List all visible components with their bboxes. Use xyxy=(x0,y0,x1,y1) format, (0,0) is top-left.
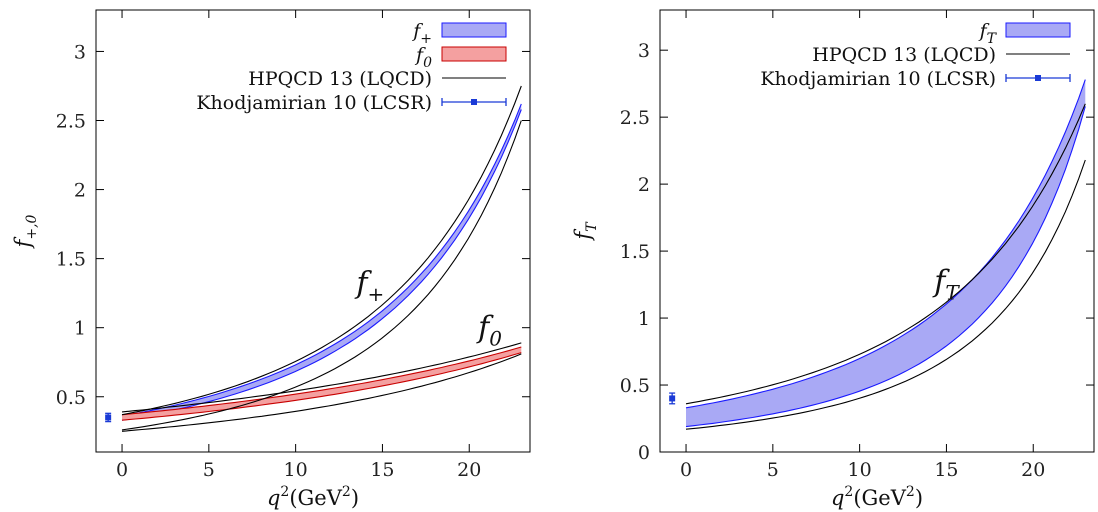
legend-label: f0 xyxy=(414,44,432,71)
y-tick-label: 1.5 xyxy=(56,249,86,271)
band-f+ xyxy=(122,104,521,420)
y-tick-label: 2.5 xyxy=(620,107,650,129)
x-tick-label: 0 xyxy=(680,459,692,481)
y-tick-label: 1 xyxy=(638,308,650,330)
x-tick-label: 5 xyxy=(767,459,779,481)
panel-form-factor-tensor: 0 5 10 15 2000.511.522.53q2(GeV2)fTfTfTHPQCD… xyxy=(571,10,1094,510)
y-tick-label: 0 xyxy=(638,442,650,464)
band-fT xyxy=(686,80,1085,427)
x-tick-label: 20 xyxy=(1021,459,1045,481)
y-tick-label: 2.5 xyxy=(56,111,86,133)
x-tick-label: 5 xyxy=(203,459,215,481)
legend-swatch-band xyxy=(442,47,506,61)
hpqcd-line xyxy=(686,160,1085,429)
x-axis-label: q2(GeV2) xyxy=(267,484,359,510)
legend-label: fT xyxy=(978,20,998,47)
curve-label-+: f+ xyxy=(354,266,384,306)
y-axis-label: fT xyxy=(571,221,600,242)
legend-label: HPQCD 13 (LQCD) xyxy=(248,68,432,90)
y-tick-label: 2 xyxy=(638,174,650,196)
y-tick-label: 2 xyxy=(74,180,86,202)
y-tick-label: 3 xyxy=(638,40,650,62)
y-tick-label: 1 xyxy=(74,318,86,340)
x-tick-label: 20 xyxy=(457,459,481,481)
legend-swatch-point xyxy=(1035,75,1041,81)
lcsr-point xyxy=(669,395,675,401)
curve-label-T: fT xyxy=(932,264,960,304)
y-tick-label: 3 xyxy=(74,41,86,63)
hpqcd-line xyxy=(122,121,521,430)
lcsr-point xyxy=(105,414,111,420)
x-tick-label: 0 xyxy=(116,459,128,481)
y-tick-label: 0.5 xyxy=(56,387,86,409)
legend-swatch-band xyxy=(442,23,506,37)
x-tick-label: 10 xyxy=(284,459,308,481)
y-tick-label: 0.5 xyxy=(620,375,650,397)
y-tick-label: 1.5 xyxy=(620,241,650,263)
x-tick-label: 10 xyxy=(848,459,872,481)
curve-label-0: f0 xyxy=(476,310,502,350)
legend-label: HPQCD 13 (LQCD) xyxy=(812,44,996,66)
x-axis-label: q2(GeV2) xyxy=(831,484,923,510)
legend-swatch-point xyxy=(471,99,477,105)
band-lower-edge xyxy=(122,110,521,421)
panel-form-factors-plus-zero: 0 5 10 15 200.511.522.53q2(GeV2)f+,0f+f0f+f0… xyxy=(11,10,530,510)
legend-label: f+ xyxy=(411,20,432,47)
x-tick-label: 15 xyxy=(370,459,394,481)
x-tick-label: 15 xyxy=(934,459,958,481)
legend-label: Khodjamirian 10 (LCSR) xyxy=(196,92,432,114)
plot-area xyxy=(105,86,521,431)
plot-area xyxy=(669,80,1085,430)
legend-label: Khodjamirian 10 (LCSR) xyxy=(760,68,996,90)
y-axis-label: f+,0 xyxy=(11,214,40,249)
legend-swatch-band xyxy=(1006,23,1070,37)
